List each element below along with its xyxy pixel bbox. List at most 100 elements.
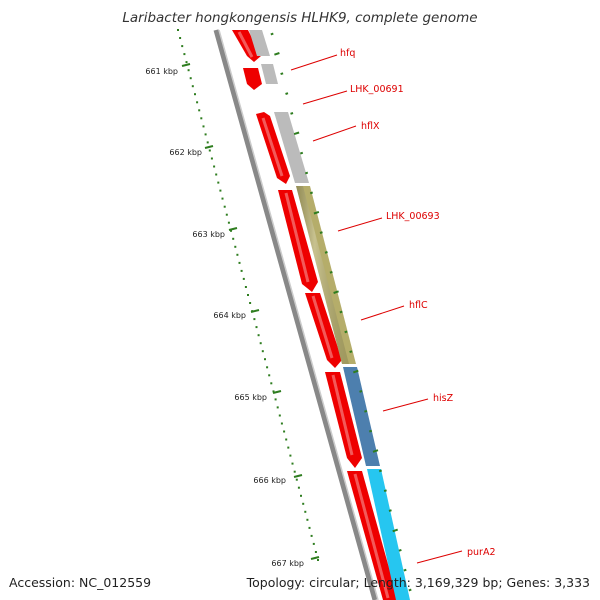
gene-label-lhk-00691[interactable]: LHK_00691 <box>350 84 404 95</box>
cds-arrow[interactable] <box>256 112 290 184</box>
scale-dot <box>276 406 279 409</box>
outer-tick <box>383 489 387 493</box>
cog-block-steelblue[interactable] <box>343 367 380 466</box>
scale-dot <box>227 221 230 224</box>
scale-dot <box>191 85 194 88</box>
cds-arrow[interactable] <box>347 471 398 600</box>
outer-tick <box>352 369 359 374</box>
scale-dot <box>215 173 218 176</box>
scale-dot <box>259 342 262 345</box>
scale-dot <box>285 438 288 441</box>
map-title: Laribacter hongkongensis HLHK9, complete… <box>122 10 478 26</box>
scale-dot <box>234 245 237 248</box>
scale-dot <box>287 446 290 449</box>
leader-line <box>416 550 463 564</box>
gene-label-pura2[interactable]: purA2 <box>467 547 496 558</box>
cds-arrow[interactable] <box>305 293 342 368</box>
gene-label-hisz[interactable]: hisZ <box>433 393 454 404</box>
outer-tick <box>344 330 348 334</box>
scale-dot <box>278 414 281 417</box>
cog-block-grey[interactable] <box>274 112 309 183</box>
scale-dot <box>302 502 305 505</box>
cog-block-cyan[interactable] <box>367 469 410 600</box>
outer-tick <box>270 32 274 36</box>
outer-tick <box>313 210 320 215</box>
scale-dot <box>183 53 186 56</box>
forward-strand-cds <box>232 30 398 600</box>
kbp-tick-label: 666 kbp <box>253 476 286 485</box>
scale-dot <box>304 510 307 513</box>
outer-tick <box>378 469 383 473</box>
outer-tick <box>403 568 407 572</box>
scale-dots <box>177 29 319 561</box>
scale-dot <box>257 334 260 337</box>
accession-text: Accession: NC_012559 <box>9 575 152 590</box>
outer-tick <box>359 390 363 393</box>
scale-dot <box>308 526 311 529</box>
scale-dot <box>213 165 216 168</box>
cds-arrow[interactable] <box>325 372 362 468</box>
scale-dot <box>264 358 266 361</box>
scale-dot <box>189 77 192 80</box>
outer-tick <box>372 449 379 453</box>
outer-tick <box>274 52 280 56</box>
leader-line <box>290 54 338 71</box>
scale-dot <box>280 422 283 425</box>
kbp-tick-label: 661 kbp <box>145 67 178 76</box>
kbp-major-tick <box>228 227 238 231</box>
cog-block-grey[interactable] <box>249 30 270 56</box>
scale-dot <box>177 29 179 31</box>
scale-dot <box>230 229 232 232</box>
scale-dot <box>204 133 207 136</box>
leader-line <box>337 217 383 232</box>
outer-tick <box>329 270 333 274</box>
scale-dot <box>283 430 286 433</box>
genome-summary-text: Topology: circular; Length: 3,169,329 bp… <box>246 575 590 590</box>
outer-tick <box>290 112 294 115</box>
cds-arrow[interactable] <box>243 68 262 90</box>
scale-dot <box>221 197 224 200</box>
outer-tick <box>408 588 412 592</box>
scale-dot <box>317 559 319 561</box>
outer-tick <box>398 548 402 552</box>
outer-tick <box>324 251 328 254</box>
scale-dot <box>181 45 184 48</box>
gene-label-lhk-00693[interactable]: LHK_00693 <box>386 211 440 222</box>
kbp-scale: 661 kbp 662 kbp 663 kbp 664 kbp 665 kbp … <box>145 63 320 568</box>
kbp-major-tick <box>272 390 282 394</box>
scale-dot <box>179 37 182 39</box>
scale-dot <box>310 534 313 537</box>
cog-block-grey[interactable] <box>261 64 278 84</box>
gene-label-hflx[interactable]: hflX <box>361 121 380 132</box>
kbp-tick-label: 663 kbp <box>192 230 225 239</box>
outer-tick <box>388 509 392 512</box>
scale-dot <box>272 390 275 393</box>
scale-dot <box>295 478 298 481</box>
cds-arrow[interactable] <box>278 190 318 292</box>
gene-label-hflc[interactable]: hflC <box>409 300 428 311</box>
scale-dot <box>306 518 309 521</box>
scale-dot <box>244 286 247 288</box>
leader-line <box>312 125 357 142</box>
gene-label-hfq[interactable]: hfq <box>340 48 355 59</box>
kbp-tick-label: 667 kbp <box>271 559 304 568</box>
cds-arrow[interactable] <box>232 30 261 62</box>
scale-dot <box>300 494 302 497</box>
leader-line <box>360 305 405 321</box>
outer-tick <box>339 310 343 314</box>
outer-tick <box>392 528 399 533</box>
scale-dot <box>314 551 317 553</box>
outer-tick <box>309 191 314 195</box>
scale-dot <box>238 261 241 264</box>
outer-tick <box>368 429 373 433</box>
scale-dot <box>232 237 235 240</box>
outer-tick <box>319 231 323 234</box>
leader-line <box>382 398 429 412</box>
scale-dot <box>217 181 220 184</box>
kbp-tick-label: 664 kbp <box>213 311 246 320</box>
kbp-major-tick <box>250 309 260 313</box>
scale-dot <box>225 213 228 216</box>
scale-dot <box>185 61 188 64</box>
outer-tick <box>333 290 339 294</box>
